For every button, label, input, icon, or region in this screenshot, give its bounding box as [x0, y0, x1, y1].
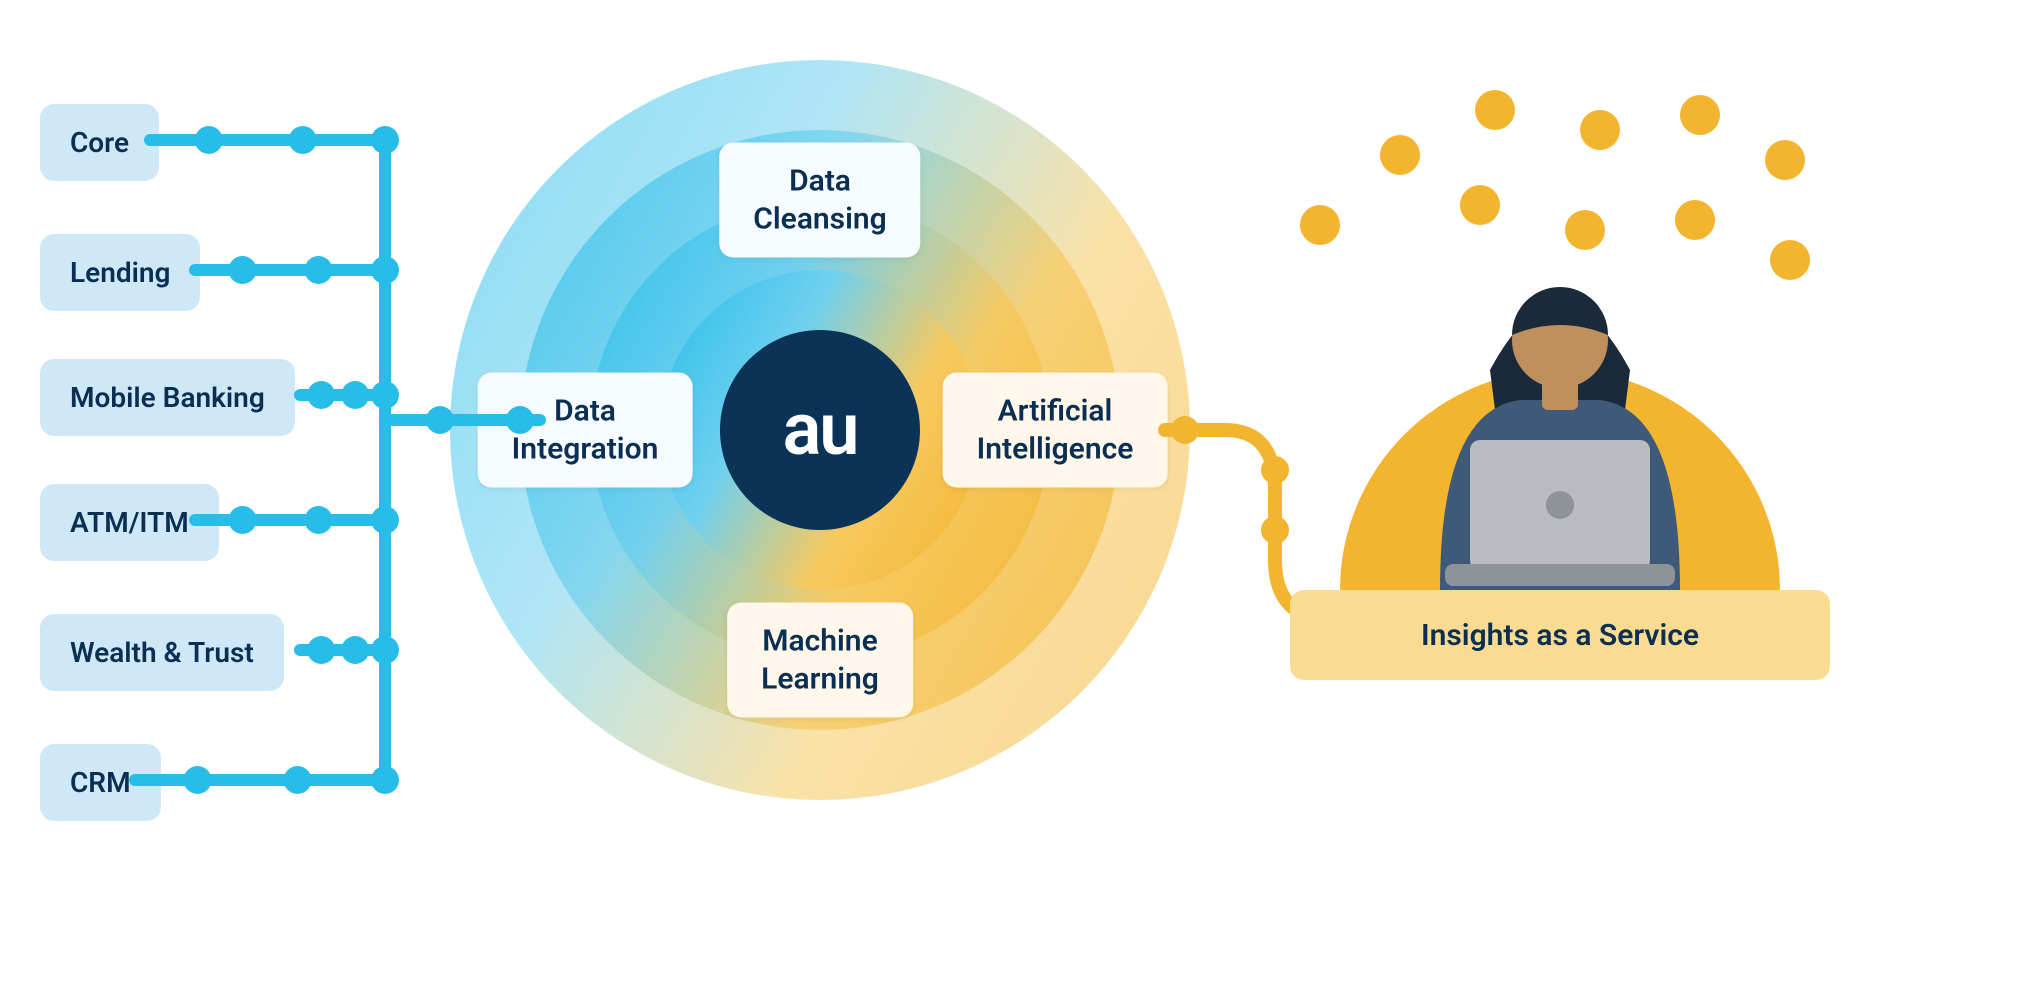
capability-line: Cleansing: [753, 200, 886, 238]
capability-line: Integration: [512, 430, 659, 468]
source-pill: Core: [40, 104, 159, 181]
source-pill-label: Mobile Banking: [70, 381, 265, 414]
source-pill: Wealth & Trust: [40, 614, 284, 691]
source-pill: Lending: [40, 234, 200, 311]
source-pill-label: ATM/ITM: [70, 506, 189, 539]
source-pill-label: Core: [70, 126, 129, 159]
source-pill-label: Wealth & Trust: [70, 636, 254, 669]
source-pill: Mobile Banking: [40, 359, 295, 436]
capability-line: Machine: [761, 623, 879, 661]
capability-line: Intelligence: [977, 430, 1134, 468]
capability-card-top: DataCleansing: [719, 143, 920, 258]
capability-card-left: DataIntegration: [478, 373, 693, 488]
insights-bar: Insights as a Service: [1290, 590, 1830, 680]
insights-bar-label: Insights as a Service: [1421, 618, 1699, 653]
diagram-stage: au DataCleansingDataIntegrationArtificia…: [0, 0, 2026, 1001]
brand-logo-text: au: [783, 394, 858, 466]
source-pill: CRM: [40, 744, 161, 821]
capability-card-right: ArtificialIntelligence: [943, 373, 1168, 488]
source-pill-label: CRM: [70, 766, 131, 799]
capability-line: Data: [512, 393, 659, 431]
capability-line: Learning: [761, 660, 879, 698]
source-pill-label: Lending: [70, 256, 170, 289]
center-core: au: [720, 330, 920, 530]
capability-line: Artificial: [977, 393, 1134, 431]
capability-card-bottom: MachineLearning: [727, 603, 913, 718]
source-pill: ATM/ITM: [40, 484, 219, 561]
capability-line: Data: [753, 163, 886, 201]
